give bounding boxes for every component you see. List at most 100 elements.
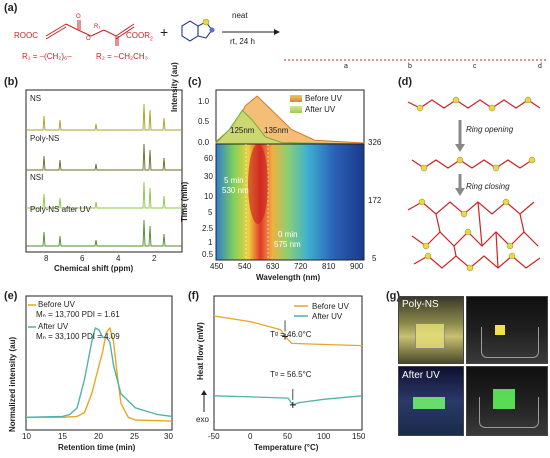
gpc-legend-after: After UV bbox=[38, 322, 69, 331]
nmr-spectra-plot bbox=[25, 89, 183, 253]
dsc-series-line bbox=[213, 395, 363, 406]
gpc-legend-before: Before UV bbox=[38, 300, 75, 309]
uv-ytick-05: 0.5 bbox=[202, 250, 214, 259]
colorbar-tick-5: 5 bbox=[372, 254, 377, 263]
network-node bbox=[506, 242, 514, 250]
gpc-legend-after-stats: Mₙ = 33,100 PDI = 4.09 bbox=[36, 332, 120, 341]
network-node bbox=[492, 164, 500, 172]
network-node bbox=[424, 252, 432, 260]
nmr-tick-6: 6 bbox=[80, 254, 85, 263]
dsc-legend-after: After UV bbox=[312, 312, 343, 321]
dsc-xlabel: Temperature (°C) bbox=[254, 443, 319, 452]
network-node bbox=[464, 228, 472, 236]
photo-polyns-vial bbox=[398, 296, 464, 364]
r1-definition: R₁ = –(CH₂)₆– bbox=[22, 52, 72, 61]
nmr-tick-4: 4 bbox=[116, 254, 121, 263]
plus-sign: + bbox=[160, 24, 169, 40]
colorbar-tick-172: 172 bbox=[368, 196, 382, 205]
network-node bbox=[460, 210, 468, 218]
benzothiazole-structure bbox=[181, 18, 215, 42]
gpc-series-line bbox=[26, 326, 173, 422]
photo-afteruv-film bbox=[466, 366, 548, 436]
r2-definition: R₂ = –CH₂CH₃ bbox=[96, 52, 148, 61]
condition-top: neat bbox=[232, 11, 248, 20]
panel-b-label: (b) bbox=[4, 76, 19, 88]
dsc-xtick-0: 0 bbox=[248, 432, 253, 441]
uv-top-tick-1: 1.0 bbox=[198, 97, 210, 106]
dsc-xtick-150: 150 bbox=[352, 432, 366, 441]
dsc-tg2: Tᵍ = 56.5°C bbox=[270, 370, 312, 379]
dsc-xtick-100: 100 bbox=[317, 432, 331, 441]
uv-ytick-10: 10 bbox=[204, 192, 213, 201]
nmr-trace-line bbox=[26, 143, 182, 171]
dsc-exo-arrow bbox=[201, 390, 207, 412]
gpc-plot bbox=[25, 295, 173, 431]
dsc-xtick-50: 50 bbox=[283, 432, 292, 441]
reagent-right-group: COOR2 bbox=[126, 31, 153, 43]
svg-text:O: O bbox=[86, 36, 91, 42]
gpc-series-line bbox=[25, 326, 173, 418]
dsc-legend-before: Before UV bbox=[312, 302, 349, 311]
dsc-ylabel: Heat flow (mW) bbox=[196, 322, 205, 380]
uv-ytick-1: 1 bbox=[208, 238, 213, 247]
network-node bbox=[502, 198, 510, 206]
sub-letter-b: b bbox=[408, 63, 412, 70]
uv-xtick-720: 720 bbox=[294, 262, 308, 271]
network-node bbox=[466, 264, 474, 272]
uv-top-tick-0: 0.0 bbox=[198, 138, 210, 147]
gpc-xtick-20: 20 bbox=[94, 432, 103, 441]
gpc-xtick-15: 15 bbox=[58, 432, 67, 441]
photo-afteruv-vial bbox=[398, 366, 464, 436]
ring-closing-label: Ring closing bbox=[466, 182, 510, 191]
uv-annot-530: 530 nm bbox=[222, 186, 249, 195]
uv-legend-after: After UV bbox=[305, 105, 336, 114]
reagent-left-group: ROOC bbox=[14, 31, 38, 40]
panel-g-label: (g) bbox=[386, 290, 401, 302]
nmr-trace-label-nsi: NSI bbox=[30, 173, 44, 182]
sub-letter-d: d bbox=[538, 63, 542, 70]
uv-xtick-450: 450 bbox=[210, 262, 224, 271]
network-node bbox=[528, 156, 536, 164]
colorbar-tick-326: 326 bbox=[368, 138, 382, 147]
panel-e-label: (e) bbox=[4, 290, 18, 302]
dsc-exo: exo bbox=[196, 415, 209, 424]
photo-label-afteruv: After UV bbox=[402, 370, 440, 381]
reagent-diester-structure: O R₁ O bbox=[45, 14, 135, 46]
uv-legend-after-swatch bbox=[290, 106, 302, 113]
panel-d-label: (d) bbox=[398, 76, 413, 88]
gpc-xtick-30: 30 bbox=[164, 432, 173, 441]
uv-ytick-60: 60 bbox=[204, 154, 213, 163]
uv-heatmap-ylabel: Time (min) bbox=[180, 181, 189, 222]
gpc-legend-before-stats: Mₙ = 13,700 PDI = 1.61 bbox=[36, 310, 120, 319]
gpc-legend-swatches bbox=[28, 304, 36, 328]
nmr-tick-2: 2 bbox=[152, 254, 157, 263]
network-node bbox=[524, 96, 532, 104]
nmr-trace-label-ns: NS bbox=[30, 94, 42, 103]
reaction-arrow bbox=[222, 29, 280, 35]
network-node bbox=[488, 104, 496, 112]
sub-letter-a: a bbox=[344, 63, 348, 70]
sub-letter-c: c bbox=[473, 63, 477, 70]
network-node bbox=[456, 156, 464, 164]
uv-xtick-630: 630 bbox=[266, 262, 280, 271]
network-node bbox=[452, 96, 460, 104]
network-node bbox=[420, 164, 428, 172]
uv-legend-before-swatch bbox=[290, 95, 302, 102]
nmr-xlabel: Chemical shift (ppm) bbox=[54, 264, 134, 273]
nmr-trace-label-polyns: Poly-NS bbox=[30, 134, 60, 143]
ring-opening-label: Ring opening bbox=[466, 125, 514, 134]
network-node bbox=[416, 104, 424, 112]
dsc-legend-swatches bbox=[294, 305, 308, 317]
svg-text:R₁: R₁ bbox=[94, 24, 100, 30]
product-polymer-structure bbox=[284, 59, 546, 61]
network-node bbox=[418, 198, 426, 206]
svg-text:O: O bbox=[76, 14, 81, 20]
dsc-tg1: Tᵍ = 46.0°C bbox=[270, 330, 312, 339]
uv-annot-575: 575 nm bbox=[274, 240, 301, 249]
gpc-xtick-10: 10 bbox=[22, 432, 31, 441]
network-schematic bbox=[407, 96, 541, 272]
uv-annot-0min: 0 min bbox=[278, 230, 298, 239]
photo-polyns-film bbox=[466, 296, 548, 364]
nmr-trace-label-polyns-uv: Poly-NS after UV bbox=[30, 205, 91, 214]
uv-top-tick-05: 0.5 bbox=[198, 117, 210, 126]
